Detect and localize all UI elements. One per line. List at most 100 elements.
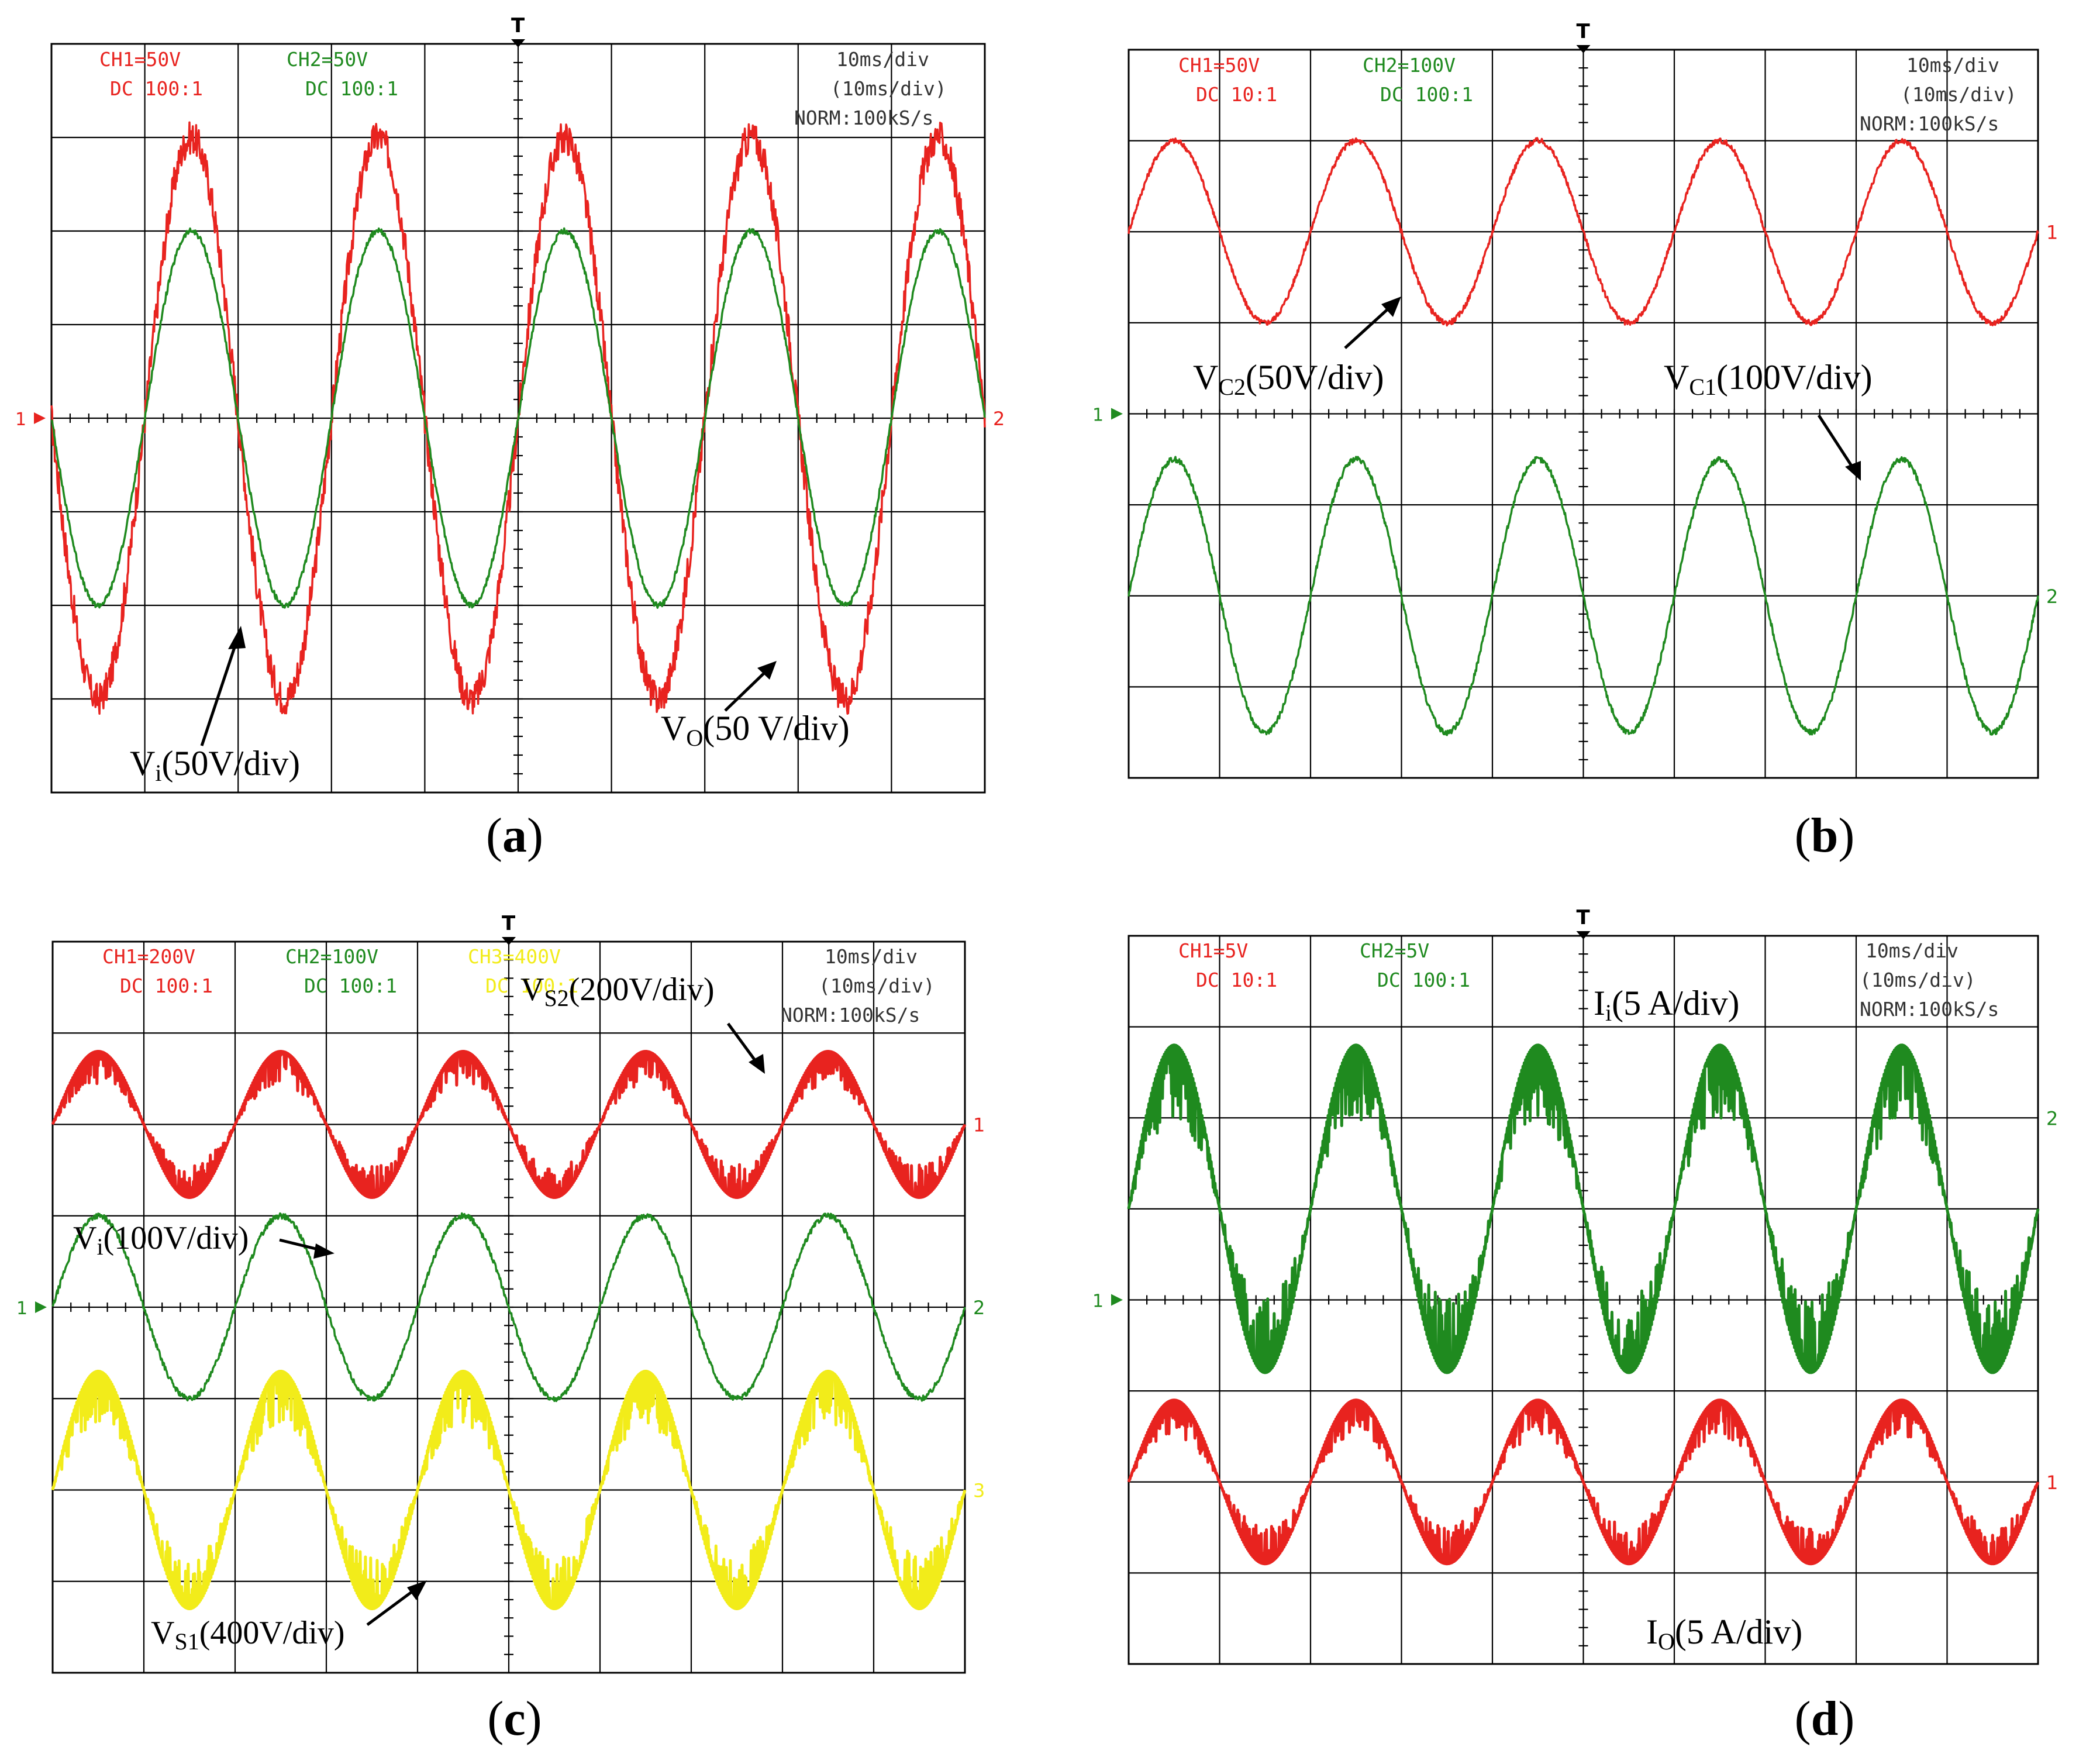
arrow-vi [200,631,242,746]
ground-marker-right: 1 [973,1114,985,1136]
ground-arrow-left [1111,408,1123,420]
wave-vi-c [51,1212,966,1403]
header-c: CH1=200V DC 100:1 CH2=100V DC 100:1 CH3=… [102,945,935,1026]
ch3-scale-c: CH3=400V [468,945,561,968]
markers-b: T 1 1 2 [1092,20,2058,608]
vc2-sub: C2 [1218,374,1246,400]
annotation-vc2: VC2(50V/div) [1193,358,1384,400]
ch1-coupling-c: DC 100:1 [120,974,213,997]
ch1-coupling-b: DC 10:1 [1196,83,1277,106]
ground-marker-right: 2 [2046,1107,2058,1129]
timebase-b: 10ms/div [1906,54,1999,77]
ground-marker-left: 1 [15,409,26,430]
vc1-sub: C1 [1689,374,1716,400]
scope-a: CH1=50V DC 100:1 CH2=50V DC 100:1 10ms/d… [15,14,1005,794]
arrow-vs2-head [749,1054,765,1074]
vo-rest: (50 V/div) [703,709,850,747]
markers-c: T 1 1 2 3 [16,912,985,1502]
annotations-a: Vi(50V/div) VO(50 V/div) [130,626,850,786]
ch2-scale-a: CH2=50V [287,48,368,71]
annotation-vs2: VS2(200V/div) [520,971,715,1011]
io-rest: (5 A/div) [1675,1613,1802,1651]
ground-marker-right: 2 [973,1297,985,1319]
ground-arrow-left [35,1301,47,1313]
caption-letter-c: c [504,1691,526,1746]
vo-main: V [661,709,686,747]
vs1-rest: (400V/div) [199,1615,345,1651]
annotation-vs1: VS1(400V/div) [151,1615,345,1655]
vs2-sub: S2 [544,985,568,1011]
mode-b: NORM:100kS/s [1860,112,1999,135]
wave-vc1-b [1127,456,2039,736]
vc2-rest: (50V/div) [1246,358,1384,397]
ch3-coupling-c: DC 100:1 [485,974,578,997]
vi-rest: (50V/div) [161,744,300,783]
timebase2-a: (10ms/div) [830,77,947,100]
ground-marker-right: 1 [2046,221,2058,243]
waves-a [50,121,986,715]
vo-sub: O [686,725,703,751]
markers-a: T 1 2 [15,14,1005,430]
vi-c-sub: i [96,1234,103,1260]
ground-marker-right: 2 [2046,585,2058,608]
mode-d: NORM:100kS/s [1860,998,1999,1021]
scope-b: CH1=50V DC 10:1 CH2=100V DC 100:1 10ms/d… [1092,20,2058,779]
ch1-coupling-a: DC 100:1 [110,77,203,100]
timebase-c: 10ms/div [825,945,918,968]
timebase2-c: (10ms/div) [819,974,935,997]
vi-main: V [130,744,155,783]
annotation-vc1: VC1(100V/div) [1664,358,1873,400]
arrow-vc1 [1817,414,1858,475]
vi-c-rest: (100V/div) [104,1220,249,1256]
annotations-d: Ii (5 A/div) IO(5 A/div) [1594,984,1802,1655]
arrow-vo-head [757,661,777,680]
wave-io-d [1127,1398,2040,1566]
ch1-scale-c: CH1=200V [102,945,195,968]
ch2-scale-d: CH2=5V [1360,939,1429,962]
ch2-coupling-d: DC 100:1 [1377,969,1470,991]
vs2-main: V [520,971,544,1008]
trigger-arrow [1576,931,1591,939]
caption-d: (d) [1794,1691,1855,1746]
arrow-vs1-head [407,1580,427,1600]
ground-arrow-left [1111,1294,1123,1306]
io-sub: O [1658,1628,1675,1655]
arrow-vi-head [228,626,246,649]
ii-sub: i [1605,1000,1612,1026]
annotation-vi-c: Vi(100V/div) [73,1220,249,1260]
vi-sub: i [155,760,161,786]
ch1-scale-d: CH1=5V [1178,939,1248,962]
vc1-main: V [1664,358,1689,397]
vc2-main: V [1193,358,1218,397]
arrow-vi-c-head [313,1243,335,1259]
annotation-io: IO(5 A/div) [1646,1613,1802,1655]
caption-letter-a: a [502,808,527,863]
trigger-arrow [511,39,525,47]
trigger-arrow [502,937,516,945]
ground-marker-right: 2 [993,408,1005,430]
wave-vs1-c [51,1369,967,1611]
caption-c: (c) [487,1691,542,1746]
ground-marker-right: 1 [2046,1472,2058,1494]
vi-c-main: V [73,1220,96,1256]
vs1-main: V [151,1615,174,1651]
trigger-marker: T [1577,20,1591,43]
vc1-rest: (100V/div) [1716,358,1873,397]
markers-d: T 1 2 1 [1092,906,2058,1494]
ii-main: I [1594,984,1605,1022]
ch2-coupling-c: DC 100:1 [304,974,397,997]
annotations-c: VS2(200V/div) Vi(100V/div) VS1(400V/div) [73,971,765,1655]
grid-b [1127,49,2039,779]
ground-marker-left: 1 [1092,1291,1104,1312]
wave-vi-a [50,227,986,609]
ch1-scale-a: CH1=50V [99,48,181,71]
timebase-d: 10ms/div [1866,939,1958,962]
trigger-marker: T [511,14,525,37]
caption-letter-d: d [1811,1691,1839,1746]
vs2-rest: (200V/div) [569,971,715,1008]
caption-a: (a) [486,808,543,863]
waves-c [51,1050,967,1611]
mode-c: NORM:100kS/s [781,1004,920,1026]
ch2-scale-c: CH2=100V [285,945,378,968]
ground-arrow-left [34,412,46,424]
